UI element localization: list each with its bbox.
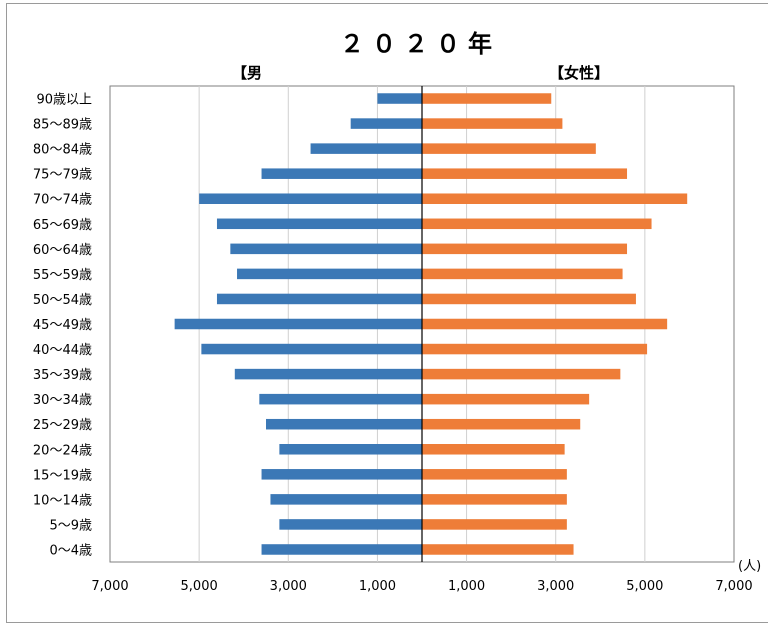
category-label: 0〜4歳 — [49, 543, 92, 558]
category-label: 80〜84歳 — [33, 143, 92, 158]
male-bar — [266, 418, 422, 430]
female-bar — [422, 343, 648, 355]
x-tick-label: 5,000 — [181, 579, 218, 594]
male-bar — [261, 469, 422, 480]
x-tick-label: 1,000 — [448, 579, 485, 594]
female-bar — [422, 544, 574, 555]
female-bar — [422, 118, 563, 129]
category-label: 5〜9歳 — [49, 518, 92, 533]
female-bar — [422, 519, 567, 530]
category-label: 65〜69歳 — [33, 218, 92, 233]
female-side-label: 【女性】 — [549, 64, 609, 82]
male-bar — [270, 494, 422, 505]
male-bar — [259, 393, 422, 405]
male-bar — [279, 519, 422, 530]
male-bar — [230, 243, 422, 255]
category-label: 30〜34歳 — [33, 393, 92, 408]
chart-title: ２０２０年 — [340, 30, 500, 58]
category-label: 60〜64歳 — [33, 243, 92, 258]
male-bar — [261, 544, 422, 555]
female-bar — [422, 418, 581, 430]
x-tick-labels: 7,000 5,000 3,000 1,000 1,000 3,000 5,000 7,000 — [91, 579, 752, 594]
chart-container: ２０２０年 【男 【女性】 0〜4歳 5〜9歳 10〜14歳 15〜19歳 20〜24歳… — [6, 3, 768, 623]
female-bar — [422, 243, 628, 255]
female-bar — [422, 193, 688, 204]
x-tick-label: 1,000 — [359, 579, 396, 594]
male-bar — [310, 143, 422, 154]
category-label: 70〜74歳 — [33, 193, 92, 208]
male-bar — [279, 444, 422, 455]
female-bar — [422, 318, 668, 330]
female-bar — [422, 393, 590, 405]
category-label: 75〜79歳 — [33, 168, 92, 183]
x-tick-label: 5,000 — [626, 579, 663, 594]
category-labels: 0〜4歳 5〜9歳 10〜14歳 15〜19歳 20〜24歳 25〜29歳 30〜34歳 35… — [33, 93, 92, 559]
x-tick-label: 7,000 — [91, 579, 128, 594]
category-label: 90歳以上 — [36, 93, 92, 108]
male-bar — [216, 218, 422, 230]
male-bar — [377, 93, 422, 104]
category-label: 25〜29歳 — [33, 418, 92, 433]
female-bar — [422, 293, 636, 305]
female-bar — [422, 444, 565, 455]
category-label: 20〜24歳 — [33, 443, 92, 458]
category-label: 45〜49歳 — [33, 318, 92, 333]
category-label: 35〜39歳 — [33, 368, 92, 383]
bars — [174, 93, 688, 555]
category-label: 55〜59歳 — [33, 268, 92, 283]
male-bar — [216, 293, 422, 305]
female-bar — [422, 218, 652, 230]
male-bar — [261, 168, 422, 179]
male-bar — [350, 118, 422, 129]
female-bar — [422, 268, 623, 280]
female-bar — [422, 143, 596, 154]
category-label: 10〜14歳 — [33, 493, 92, 508]
x-tick-label: 7,000 — [715, 579, 752, 594]
category-label: 50〜54歳 — [33, 293, 92, 308]
male-bar — [234, 368, 422, 380]
male-bar — [237, 268, 422, 280]
male-bar — [174, 318, 422, 330]
female-bar — [422, 469, 567, 480]
male-side-label: 【男 — [232, 64, 262, 82]
female-bar — [422, 93, 552, 104]
category-label: 85〜89歳 — [33, 118, 92, 133]
population-pyramid-chart: ２０２０年 【男 【女性】 0〜4歳 5〜9歳 10〜14歳 15〜19歳 20〜24歳… — [33, 30, 761, 594]
x-tick-label: 3,000 — [270, 579, 307, 594]
female-bar — [422, 368, 621, 380]
category-label: 40〜44歳 — [33, 343, 92, 358]
female-bar — [422, 494, 567, 505]
female-bar — [422, 168, 628, 179]
male-bar — [201, 343, 422, 355]
x-tick-label: 3,000 — [537, 579, 574, 594]
unit-label: (人) — [738, 559, 761, 574]
male-bar — [199, 193, 422, 204]
category-label: 15〜19歳 — [33, 468, 92, 483]
